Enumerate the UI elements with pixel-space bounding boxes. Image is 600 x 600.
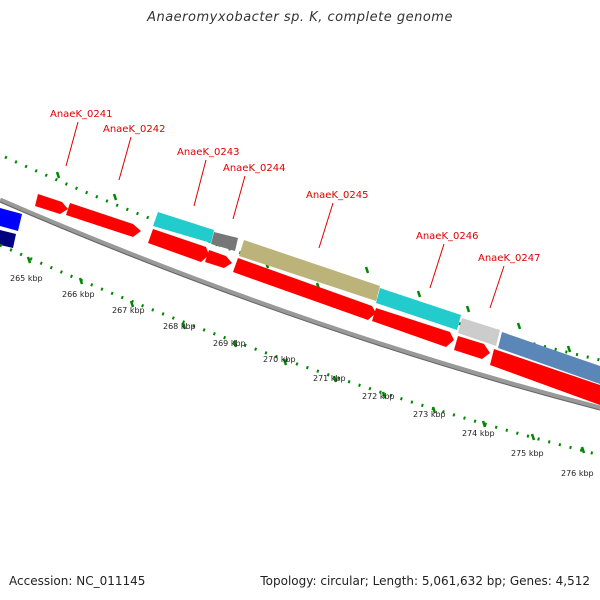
map-title: Anaeromyxobacter sp. K, complete genome (147, 10, 453, 25)
gene-label[interactable]: AnaeK_0246 (416, 231, 478, 242)
inner-major-tick (481, 420, 487, 428)
kbp-label: 275 kbp (511, 449, 544, 458)
leader-line (193, 159, 207, 207)
forward-strand-features (0, 194, 600, 384)
leader-line (118, 136, 132, 181)
feature-next-gene[interactable] (498, 332, 600, 384)
kbp-label: 270 kbp (263, 355, 296, 364)
gene-label[interactable]: AnaeK_0241 (50, 109, 112, 120)
outer-major-tick (566, 345, 572, 353)
gene-label[interactable]: AnaeK_0244 (223, 163, 285, 174)
genome-backbone (0, 197, 600, 411)
feature-prev-gene-navy[interactable] (0, 230, 16, 248)
kbp-label: 265 kbp (10, 274, 43, 283)
inner-major-tick (181, 322, 187, 330)
outer-major-tick (364, 266, 370, 274)
leader-line (65, 121, 79, 167)
outer-major-tick (465, 305, 471, 313)
inner-major-tick (78, 277, 84, 285)
outer-major-tick (416, 290, 422, 298)
genome-backbone-shadow (0, 201, 600, 411)
gene-labels: AnaeK_0241 AnaeK_0242 AnaeK_0243 AnaeK_0… (50, 109, 540, 264)
feature-reverse-6[interactable] (490, 349, 600, 405)
outer-major-tick (112, 193, 118, 201)
feature-anaek-0241[interactable] (35, 194, 68, 214)
inner-major-tick (580, 446, 586, 454)
reverse-strand-features (0, 229, 600, 405)
feature-anaek-0246[interactable] (376, 288, 461, 330)
feature-reverse-5[interactable] (454, 336, 490, 359)
kbp-label: 269 kbp (213, 339, 246, 348)
outer-major-tick (516, 322, 522, 330)
leader-line (489, 265, 505, 309)
outer-major-tick (55, 171, 61, 179)
accession-text: Accession: NC_011145 (9, 574, 146, 588)
kbp-label: 273 kbp (413, 410, 446, 419)
inner-major-tick (26, 256, 32, 264)
feature-prev-gene-blue[interactable] (0, 208, 22, 231)
feature-reverse-2[interactable] (205, 250, 232, 268)
inner-major-tick (232, 340, 238, 348)
gene-label[interactable]: AnaeK_0247 (478, 253, 540, 264)
gene-label[interactable]: AnaeK_0242 (103, 124, 165, 135)
kbp-label: 267 kbp (112, 306, 145, 315)
feature-anaek-0244[interactable] (211, 232, 238, 251)
feature-reverse-1[interactable] (148, 229, 209, 262)
inner-major-tick (129, 300, 135, 308)
kbp-labels: 265 kbp 266 kbp 267 kbp 268 kbp 269 kbp … (10, 274, 594, 478)
kbp-label: 274 kbp (462, 429, 495, 438)
kbp-label: 272 kbp (362, 392, 395, 401)
inner-major-tick (431, 406, 437, 414)
gene-label[interactable]: AnaeK_0243 (177, 147, 239, 158)
inner-major-tick (530, 433, 536, 441)
gene-label[interactable]: AnaeK_0245 (306, 190, 368, 201)
genome-summary-text: Topology: circular; Length: 5,061,632 bp… (260, 574, 590, 588)
inner-major-tick (332, 375, 338, 383)
inner-major-ticks (26, 256, 586, 454)
inner-major-tick (381, 391, 387, 399)
feature-anaek-0242[interactable] (66, 203, 141, 237)
kbp-label: 266 kbp (62, 290, 95, 299)
gene-label-leaders (65, 121, 505, 309)
leader-line (429, 243, 445, 289)
inner-major-tick (282, 358, 288, 366)
leader-line (318, 202, 334, 249)
kbp-label: 268 kbp (163, 322, 196, 331)
leader-line (232, 175, 246, 220)
feature-reverse-4[interactable] (372, 308, 454, 347)
kbp-label: 276 kbp (561, 469, 594, 478)
feature-anaek-0245[interactable] (239, 240, 380, 301)
feature-anaek-0243[interactable] (153, 212, 214, 243)
kbp-label: 271 kbp (313, 374, 346, 383)
feature-reverse-3[interactable] (233, 258, 376, 320)
feature-anaek-0247[interactable] (458, 318, 500, 346)
